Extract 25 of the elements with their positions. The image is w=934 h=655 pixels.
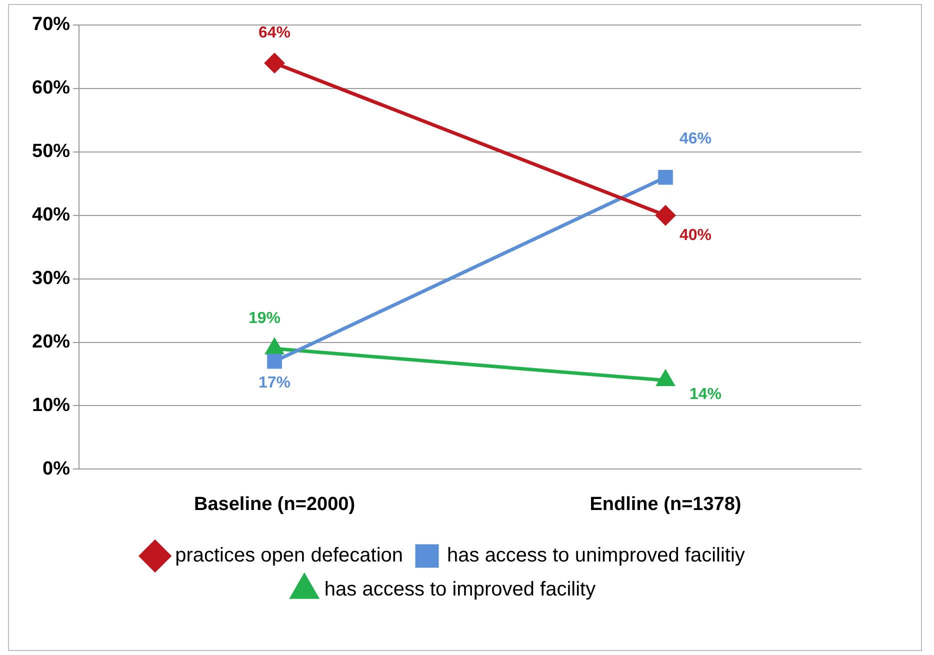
y-tick-label: 30%: [32, 268, 70, 290]
legend-label: has access to improved facility: [324, 578, 596, 601]
point: [264, 53, 284, 73]
data-label: 17%: [258, 374, 291, 392]
y-tick-label: 10%: [32, 394, 70, 416]
point: [658, 170, 673, 185]
point: [267, 354, 282, 369]
data-label: 40%: [679, 226, 712, 244]
y-tick-label: 20%: [32, 332, 70, 353]
y-tick-label: 50%: [32, 141, 70, 162]
data-label: 64%: [258, 24, 291, 42]
y-tick-label: 40%: [32, 204, 70, 226]
point: [656, 206, 676, 226]
x-tick-label: Baseline (n=2000): [194, 494, 356, 515]
legend-label: has access to unimproved facilitiy: [447, 544, 745, 567]
data-label: 19%: [248, 310, 281, 328]
y-tick-label: 0%: [42, 458, 70, 480]
x-tick-label: Endline (n=1378): [590, 494, 742, 515]
data-label: 14%: [689, 386, 722, 403]
legend-label: practices open defecation: [175, 544, 404, 567]
data-label: 46%: [679, 130, 712, 148]
point: [656, 370, 674, 386]
y-tick-label: 60%: [32, 78, 70, 99]
y-tick-label: 70%: [32, 14, 70, 36]
point: [266, 338, 284, 354]
